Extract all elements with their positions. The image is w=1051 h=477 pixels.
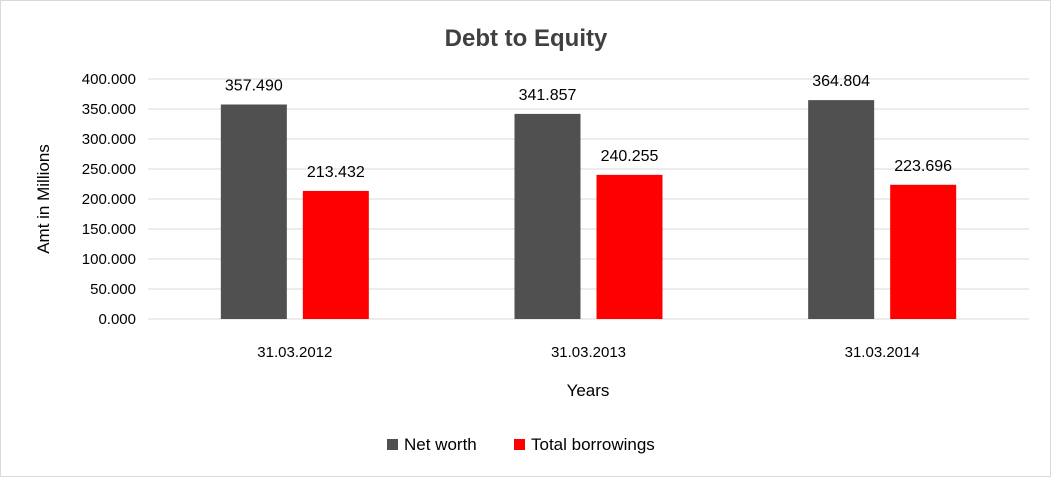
legend-swatch (387, 439, 398, 450)
legend-swatch (514, 439, 525, 450)
data-label: 364.804 (812, 73, 870, 90)
bar-net-worth (514, 113, 581, 319)
x-tick-label: 31.03.2013 (551, 344, 626, 361)
x-axis-title: Years (567, 381, 610, 400)
y-tick-label: 400.000 (82, 71, 136, 88)
data-labels: 357.490 213.432 341.857 240.255 364.804 223.6… (225, 73, 952, 181)
bar-net-worth (220, 104, 287, 319)
y-tick-label: 0.000 (98, 311, 136, 328)
legend-label: Net worth (404, 435, 477, 454)
bar-net-worth (808, 100, 875, 319)
x-tick-label: 31.03.2012 (257, 344, 332, 361)
bar-total-borrowings (302, 190, 369, 319)
y-tick-label: 100.000 (82, 251, 136, 268)
x-axis-tick-labels: 31.03.2012 31.03.2013 31.03.2014 (257, 344, 919, 361)
y-tick-label: 250.000 (82, 161, 136, 178)
y-axis-tick-labels: 0.000 50.000 100.000 150.000 200.000 250.000 3… (82, 71, 136, 328)
x-tick-label: 31.03.2014 (845, 344, 920, 361)
chart-title: Debt to Equity (445, 25, 608, 52)
data-label: 213.432 (307, 164, 365, 181)
bars (220, 100, 957, 319)
legend: Net worth Total borrowings (387, 435, 655, 454)
data-label: 223.696 (894, 158, 952, 175)
bar-total-borrowings (890, 184, 957, 319)
bar-total-borrowings (596, 174, 663, 319)
data-label: 357.490 (225, 78, 283, 95)
gridlines (148, 78, 1029, 320)
y-tick-label: 200.000 (82, 191, 136, 208)
y-tick-label: 150.000 (82, 221, 136, 238)
y-tick-label: 300.000 (82, 131, 136, 148)
legend-label: Total borrowings (531, 435, 655, 454)
y-tick-label: 350.000 (82, 101, 136, 118)
y-tick-label: 50.000 (90, 281, 136, 298)
data-label: 240.255 (601, 148, 659, 165)
y-axis-title: Amt in Millions (34, 144, 53, 254)
data-label: 341.857 (519, 87, 577, 104)
